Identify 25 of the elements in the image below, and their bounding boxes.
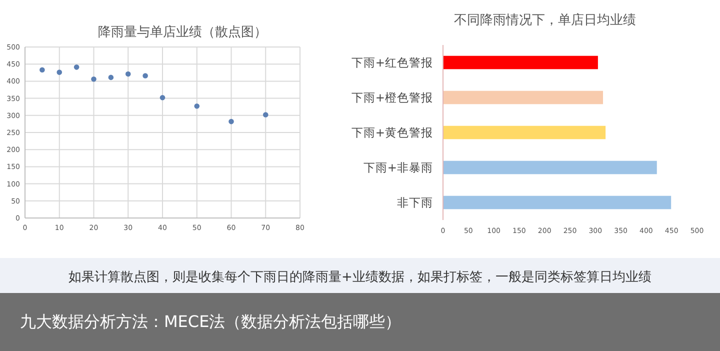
bar — [443, 160, 657, 174]
point — [108, 74, 114, 80]
point — [194, 104, 200, 109]
chart-title: 降雨量与单店业绩（散点图） — [98, 24, 267, 40]
y-tick-label: 下雨+黄色警报 — [351, 126, 433, 140]
point — [74, 64, 80, 70]
point — [56, 70, 62, 75]
text: 九大数据分析方法：MECE法（数据分析法包括哪些） — [20, 312, 402, 331]
chart-title: 不同降雨情况下，单店日均业绩 — [454, 12, 636, 28]
point — [142, 73, 148, 78]
bar — [443, 126, 606, 140]
bar — [443, 56, 598, 70]
y-tick-label: 下雨+非暴雨 — [363, 160, 433, 175]
point — [262, 112, 268, 118]
point — [160, 94, 166, 100]
y-tick-label: 非下雨 — [397, 196, 433, 210]
point — [228, 118, 234, 124]
point — [40, 67, 45, 73]
point — [91, 76, 96, 82]
bar — [443, 90, 604, 104]
text: 如果计算散点图，则是收集每个下雨日的降雨量+业绩数据，如果打标签，一般是同类标签算日均业绩 — [68, 270, 652, 285]
y-tick-label: 下雨+橙色警报 — [351, 90, 433, 105]
y-tick-label: 下雨+红色警报 — [351, 56, 433, 70]
point — [125, 71, 131, 77]
bar — [443, 196, 672, 210]
